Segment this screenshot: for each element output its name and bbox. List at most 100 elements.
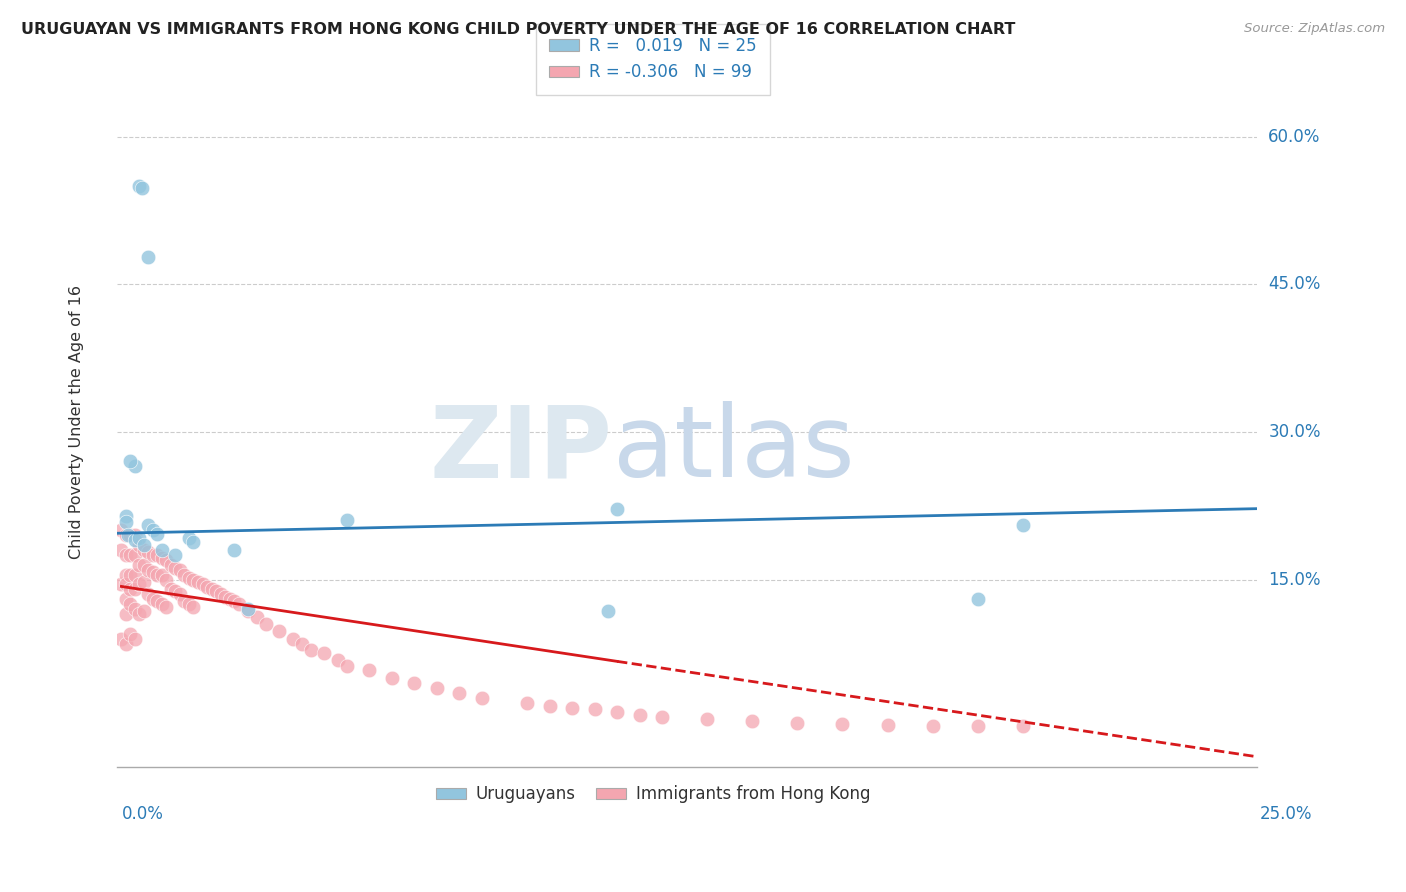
- Point: [177, 570, 200, 584]
- Point: [124, 459, 146, 474]
- Point: [146, 527, 169, 541]
- Point: [150, 597, 173, 611]
- Point: [299, 643, 322, 657]
- Point: [200, 582, 222, 597]
- Point: [516, 696, 538, 710]
- Point: [831, 717, 853, 731]
- Point: [131, 180, 153, 194]
- Point: [124, 548, 146, 562]
- Point: [115, 636, 138, 650]
- Point: [191, 577, 214, 591]
- Point: [218, 592, 240, 607]
- Point: [165, 584, 187, 599]
- Point: [966, 719, 988, 733]
- Point: [142, 565, 165, 579]
- Point: [155, 553, 177, 567]
- Point: [269, 624, 291, 638]
- Point: [222, 543, 245, 558]
- Point: [110, 524, 132, 538]
- Point: [228, 597, 250, 611]
- Point: [128, 531, 150, 545]
- Point: [120, 597, 142, 611]
- Point: [115, 548, 138, 562]
- Point: [651, 710, 673, 724]
- Text: ZIP: ZIP: [430, 401, 613, 498]
- Point: [177, 597, 200, 611]
- Point: [142, 592, 165, 607]
- Point: [142, 524, 165, 538]
- Text: 25.0%: 25.0%: [1260, 805, 1313, 823]
- Point: [187, 574, 209, 589]
- Point: [966, 592, 988, 607]
- Point: [138, 545, 160, 559]
- Point: [291, 636, 314, 650]
- Point: [120, 548, 142, 562]
- Point: [117, 528, 139, 542]
- Point: [115, 567, 138, 582]
- Point: [165, 548, 187, 562]
- Point: [155, 573, 177, 587]
- Point: [115, 607, 138, 621]
- Point: [336, 513, 359, 527]
- Point: [160, 582, 183, 597]
- Point: [381, 671, 404, 685]
- Point: [222, 594, 245, 608]
- Text: 0.0%: 0.0%: [121, 805, 163, 823]
- Point: [741, 714, 763, 729]
- Point: [110, 577, 132, 591]
- Point: [120, 567, 142, 582]
- Point: [169, 563, 191, 577]
- Point: [115, 577, 138, 591]
- Point: [150, 567, 173, 582]
- Legend: Uruguayans, Immigrants from Hong Kong: Uruguayans, Immigrants from Hong Kong: [429, 779, 877, 810]
- Point: [124, 567, 146, 582]
- Point: [583, 702, 606, 716]
- Point: [115, 508, 138, 523]
- Point: [120, 626, 142, 640]
- Point: [138, 587, 160, 601]
- Point: [124, 582, 146, 597]
- Point: [132, 538, 155, 552]
- Point: [449, 686, 471, 700]
- Point: [336, 659, 359, 673]
- Point: [876, 718, 898, 732]
- Point: [128, 607, 150, 621]
- Point: [138, 518, 160, 533]
- Point: [177, 531, 200, 545]
- Point: [115, 516, 138, 530]
- Point: [426, 681, 449, 695]
- Text: 30.0%: 30.0%: [1268, 423, 1320, 441]
- Point: [471, 690, 494, 705]
- Point: [146, 548, 169, 562]
- Point: [124, 533, 146, 548]
- Point: [359, 663, 381, 677]
- Point: [138, 563, 160, 577]
- Text: 60.0%: 60.0%: [1268, 128, 1320, 145]
- Point: [115, 528, 138, 542]
- Point: [205, 584, 228, 599]
- Point: [155, 600, 177, 615]
- Point: [132, 604, 155, 618]
- Point: [128, 558, 150, 572]
- Point: [236, 602, 259, 616]
- Point: [921, 719, 943, 733]
- Point: [183, 600, 205, 615]
- Text: Child Poverty Under the Age of 16: Child Poverty Under the Age of 16: [69, 285, 84, 559]
- Text: 45.0%: 45.0%: [1268, 276, 1320, 293]
- Point: [195, 581, 218, 595]
- Point: [281, 632, 304, 646]
- Point: [236, 604, 259, 618]
- Point: [124, 632, 146, 646]
- Point: [214, 591, 236, 605]
- Point: [254, 616, 277, 631]
- Point: [598, 604, 620, 618]
- Point: [132, 574, 155, 589]
- Point: [169, 587, 191, 601]
- Point: [165, 560, 187, 574]
- Point: [1011, 719, 1033, 733]
- Point: [115, 592, 138, 607]
- Text: URUGUAYAN VS IMMIGRANTS FROM HONG KONG CHILD POVERTY UNDER THE AGE OF 16 CORRELA: URUGUAYAN VS IMMIGRANTS FROM HONG KONG C…: [21, 22, 1015, 37]
- Point: [183, 573, 205, 587]
- Point: [561, 700, 583, 714]
- Point: [128, 178, 150, 193]
